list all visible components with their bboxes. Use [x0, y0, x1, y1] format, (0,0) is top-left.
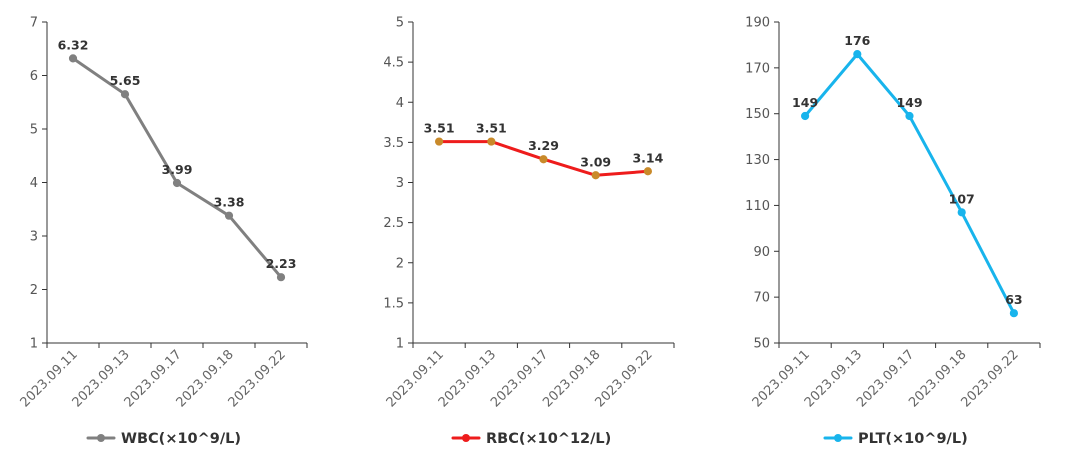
plt-y-tick-label: 90 — [753, 245, 770, 260]
wbc-data-point — [120, 90, 130, 99]
rbc-y-tick-label: 3 — [396, 176, 404, 191]
wbc-y-tick-label: 7 — [30, 16, 38, 31]
plt-series-line — [803, 52, 1016, 315]
plt-y-tick-label: 50 — [753, 337, 770, 352]
rbc-y-tick-label: 4.5 — [383, 56, 404, 71]
rbc-data-point — [539, 155, 548, 164]
plt-data-label: 149 — [792, 95, 818, 110]
rbc-y-tick-label: 2 — [396, 256, 404, 271]
wbc-y-tick-label: 6 — [30, 69, 38, 84]
plt-y-tick-label: 190 — [745, 16, 770, 31]
plt-y-tick-label: 70 — [753, 291, 770, 306]
rbc-legend-label: RBC(×10^12/L) — [486, 431, 611, 447]
wbc-y-tick-label: 1 — [30, 337, 38, 352]
wbc-y-tick-label: 2 — [30, 283, 38, 298]
plt-data-label: 149 — [896, 95, 922, 110]
plt-data-point — [801, 111, 810, 121]
rbc-data-label: 3.51 — [424, 121, 455, 136]
wbc-y-tick-label: 5 — [30, 123, 38, 138]
wbc-data-point — [68, 54, 78, 63]
plt-data-point — [957, 208, 966, 217]
rbc-y-tick-label: 3.5 — [383, 136, 404, 151]
wbc-data-point — [172, 178, 182, 188]
wbc-data-label: 3.99 — [162, 162, 193, 177]
wbc-data-point — [224, 211, 234, 220]
wbc-data-label: 5.65 — [110, 73, 141, 88]
rbc-data-point — [591, 171, 600, 180]
plt-y-tick-label: 150 — [745, 107, 770, 122]
wbc-data-label: 6.32 — [58, 37, 89, 52]
rbc-y-tick-label: 4 — [396, 96, 404, 111]
plt-chart: 5070901101301501701902023.09.112023.09.1… — [745, 16, 1041, 447]
rbc-data-point — [487, 137, 496, 146]
rbc-data-point — [643, 167, 653, 176]
rbc-data-label: 3.51 — [476, 121, 507, 136]
rbc-data-point — [435, 137, 444, 146]
wbc-data-label: 2.23 — [266, 256, 297, 271]
wbc-legend-swatch-marker — [97, 434, 105, 442]
rbc-data-label: 3.14 — [632, 150, 663, 165]
rbc-y-tick-label: 1 — [396, 337, 404, 352]
plt-data-label: 63 — [1005, 292, 1022, 307]
wbc-legend-label: WBC(×10^9/L) — [121, 431, 241, 447]
wbc-chart: 12345672023.09.112023.09.132023.09.17202… — [18, 16, 308, 447]
wbc-data-label: 3.38 — [214, 195, 245, 210]
plt-data-point — [905, 111, 914, 121]
plt-y-tick-label: 170 — [745, 61, 770, 76]
rbc-data-label: 3.09 — [580, 154, 611, 169]
plt-legend-label: PLT(×10^9/L) — [858, 431, 968, 447]
plt-y-tick-label: 130 — [745, 153, 770, 168]
plt-legend-swatch-marker — [834, 434, 842, 442]
rbc-y-tick-label: 1.5 — [383, 296, 404, 311]
rbc-data-label: 3.29 — [528, 138, 559, 153]
wbc-y-tick-label: 3 — [30, 230, 38, 245]
wbc-data-point — [276, 273, 286, 282]
rbc-y-tick-label: 2.5 — [383, 216, 404, 231]
wbc-y-tick-label: 4 — [30, 176, 38, 191]
rbc-legend-swatch-marker — [462, 434, 470, 442]
plt-data-label: 107 — [949, 191, 975, 206]
plt-data-point — [853, 50, 862, 59]
plt-data-label: 176 — [844, 33, 870, 48]
rbc-chart: 11.522.533.544.552023.09.112023.09.13202… — [383, 16, 675, 447]
plt-data-point — [1009, 309, 1019, 318]
plt-y-tick-label: 110 — [745, 199, 770, 214]
rbc-y-tick-label: 5 — [396, 16, 404, 31]
